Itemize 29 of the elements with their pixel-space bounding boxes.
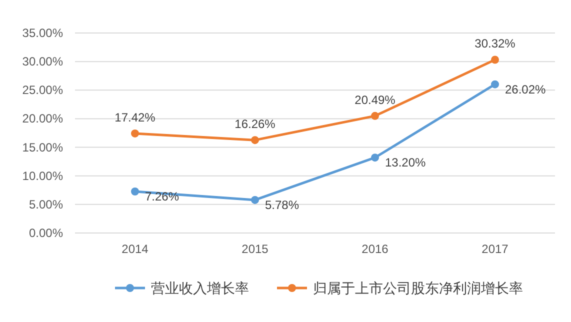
point: [371, 154, 379, 162]
y-tick-label: 0.00%: [28, 226, 64, 240]
data-label: 30.32%: [474, 36, 516, 51]
y-tick-label: 25.00%: [22, 83, 64, 98]
y-tick-label: 20.00%: [22, 112, 64, 126]
data-label: 17.42%: [114, 110, 156, 124]
point: [251, 196, 259, 204]
data-label: 26.02%: [505, 82, 546, 96]
legend-label: 营业收入增长率: [151, 280, 249, 296]
x-tick-label: 2016: [362, 242, 389, 256]
data-label: 13.20%: [385, 156, 426, 170]
point: [491, 56, 499, 64]
legend-label: 归属于上市公司股东净利润增长率: [313, 280, 523, 296]
y-tick-label: 10.00%: [22, 168, 64, 183]
x-tick-label: 2017: [482, 242, 509, 256]
y-tick-label: 5.00%: [28, 197, 64, 212]
y-tick-label: 35.00%: [22, 26, 64, 40]
point: [371, 112, 379, 120]
point: [131, 188, 139, 196]
data-label: 20.49%: [354, 92, 396, 107]
x-tick-label: 2015: [242, 242, 269, 256]
y-tick-label: 30.00%: [22, 54, 64, 69]
data-label: 5.78%: [265, 198, 300, 212]
point: [251, 136, 259, 144]
x-tick-label: 2014: [122, 242, 149, 256]
point: [491, 80, 499, 88]
y-tick-label: 15.00%: [22, 140, 64, 154]
data-label: 16.26%: [234, 117, 276, 132]
point: [131, 129, 139, 138]
